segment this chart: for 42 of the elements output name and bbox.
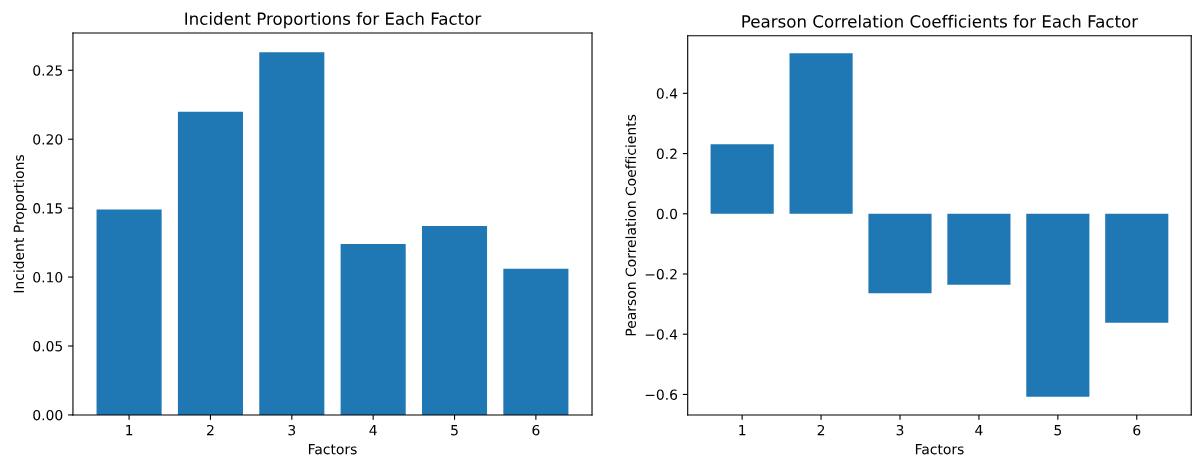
- bar: [421, 226, 488, 415]
- bar: [1105, 213, 1169, 323]
- x-tick-label: 6: [532, 424, 540, 436]
- x-tick-label: 2: [207, 424, 214, 436]
- bar: [96, 209, 162, 415]
- x-tick-label: 4: [975, 425, 983, 436]
- chart-title: Pearson Correlation Coefficients for Each Factor: [742, 14, 1139, 28]
- bar: [503, 268, 569, 415]
- bar: [789, 53, 853, 214]
- x-tick-label: 1: [739, 425, 746, 436]
- bar: [177, 111, 243, 415]
- x-tick-label: 3: [896, 424, 904, 436]
- x-tick-label: 4: [369, 425, 377, 436]
- x-axis-title: Factors: [308, 444, 357, 455]
- y-tick-label: 0.2: [656, 148, 677, 160]
- y-tick-label: −0.6: [645, 389, 678, 400]
- y-tick-label: 0.4: [656, 88, 678, 99]
- x-axis-title: Factors: [915, 444, 964, 455]
- x-tick-label: 3: [288, 424, 296, 436]
- bar: [1026, 213, 1090, 397]
- bar: [259, 52, 325, 415]
- bar: [947, 213, 1011, 285]
- y-axis-title: Pearson Correlation Coefficients: [625, 114, 637, 336]
- y-axis-title: Incident Proportions: [13, 155, 27, 293]
- y-tick-label: 0.05: [33, 340, 63, 352]
- chart-title: Incident Proportions for Each Factor: [185, 12, 482, 29]
- x-tick-label: 5: [451, 425, 458, 436]
- x-tick-label: 1: [126, 425, 133, 436]
- y-tick-label: 0.0: [656, 208, 678, 220]
- bar: [340, 243, 406, 415]
- y-tick-label: 0.00: [33, 409, 63, 421]
- y-tick-label: −0.4: [645, 329, 678, 340]
- y-tick-label: 0.15: [33, 203, 63, 214]
- x-tick-label: 6: [1133, 424, 1141, 436]
- y-tick-label: 0.10: [33, 272, 63, 283]
- y-tick-label: 0.25: [33, 65, 63, 76]
- bar: [710, 144, 774, 214]
- y-tick-label: 0.20: [33, 134, 63, 145]
- y-tick-label: −0.2: [645, 268, 677, 280]
- x-tick-label: 5: [1054, 425, 1062, 436]
- x-tick-label: 2: [817, 424, 825, 436]
- bar: [868, 213, 932, 294]
